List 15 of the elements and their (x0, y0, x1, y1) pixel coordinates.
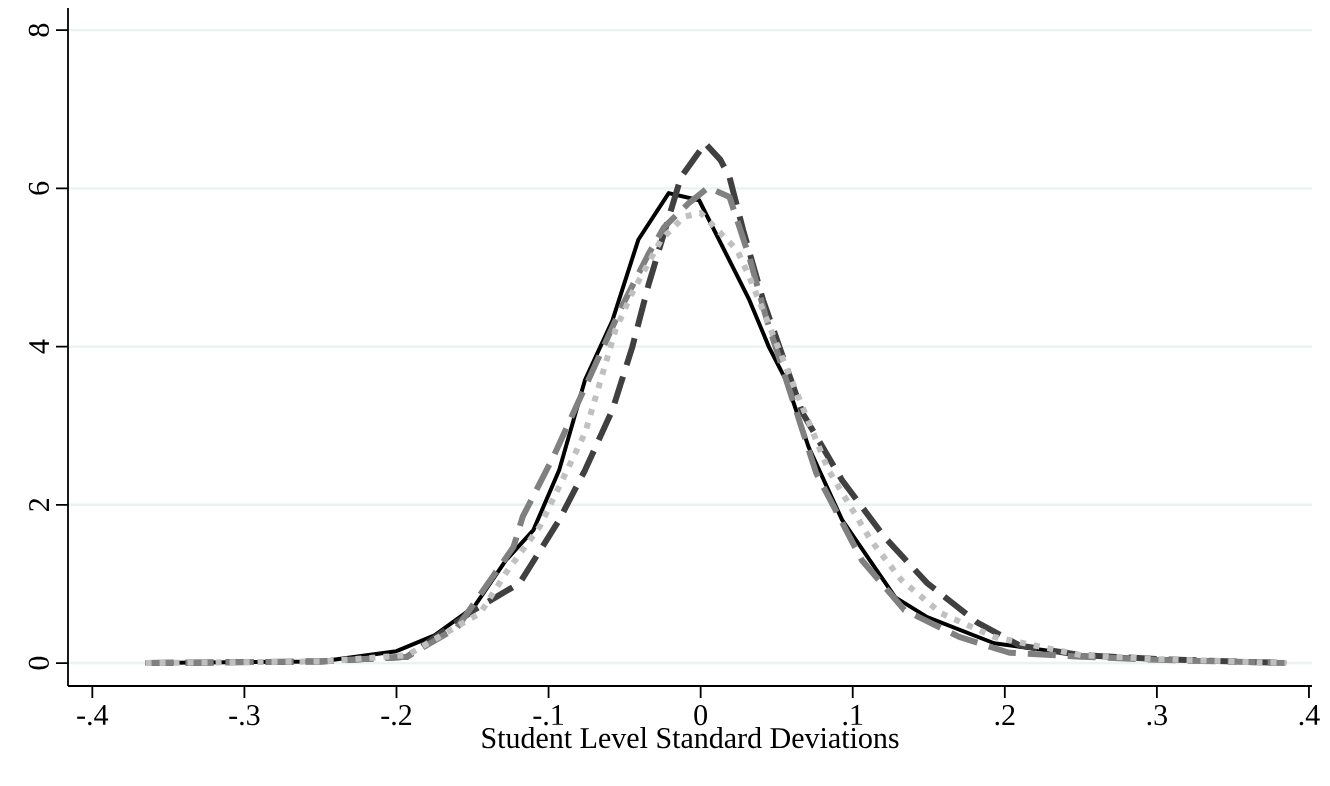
x-tick-label: .4 (1299, 705, 1320, 726)
y-tick-label: 4 (29, 339, 49, 354)
x-axis-title: Student Level Standard Deviations (482, 727, 899, 749)
y-tick-label: 8 (28, 23, 49, 37)
y-tick-label: 0 (28, 656, 49, 670)
x-tick-label: -.2 (381, 705, 412, 726)
x-tick-label: -.3 (229, 705, 260, 726)
x-tick-label: -.1 (533, 705, 564, 726)
x-tick-label: -.4 (77, 705, 109, 726)
x-tick-label: 0 (694, 705, 708, 726)
y-tick-label: 6 (28, 181, 49, 195)
x-tick-label: .1 (843, 705, 863, 726)
x-tick-label: .3 (1147, 705, 1167, 726)
y-tick-label: 2 (29, 498, 49, 511)
x-tick-label: .2 (995, 705, 1015, 726)
